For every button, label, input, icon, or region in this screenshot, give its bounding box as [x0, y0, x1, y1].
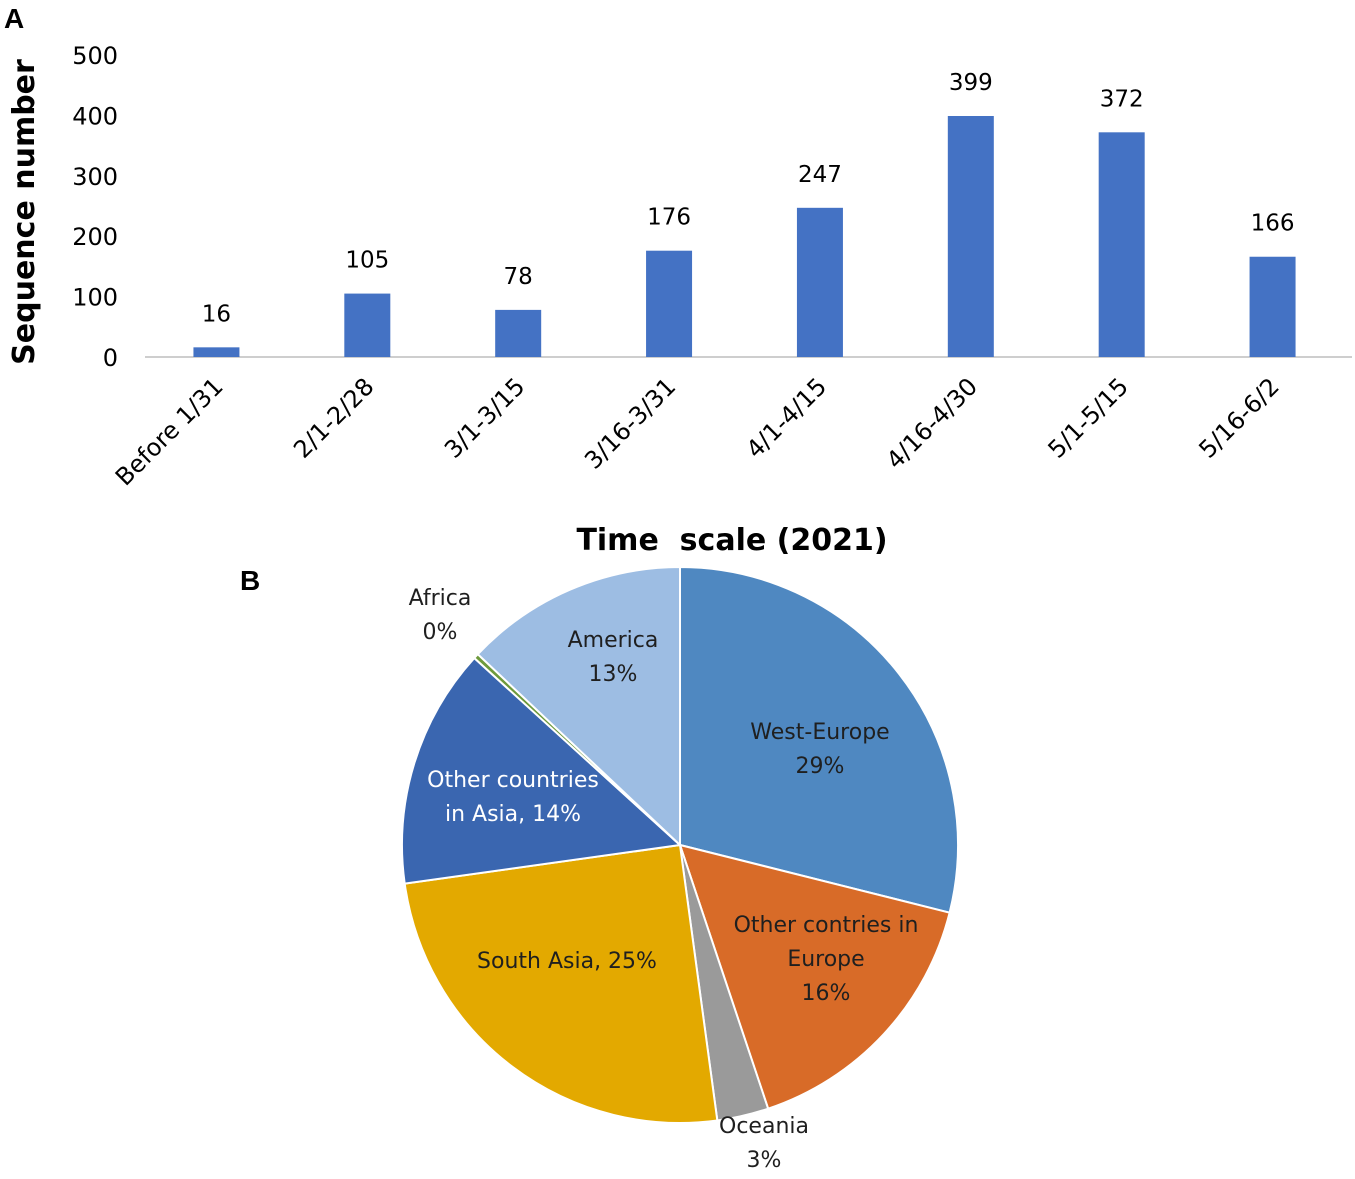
- pie-slice: [403, 843, 719, 1124]
- x-axis-ticks: Before 1/31 2/1-2/28 3/1-3/15 3/16-3/31 4/1-…: [110, 372, 1285, 491]
- bar-data-label: 16: [202, 301, 231, 327]
- x-tick-label: 4/16-4/30: [881, 372, 983, 474]
- pie-slice: [678, 843, 951, 1110]
- y-tick-label: 200: [72, 223, 118, 251]
- pie-label: South Asia, 25%: [477, 949, 657, 974]
- y-tick-label: 100: [72, 284, 118, 312]
- pie-label-line: 29%: [796, 754, 845, 779]
- x-tick-label: 2/1-2/28: [288, 372, 379, 463]
- pie-label-line: Africa: [409, 586, 472, 611]
- bar-data-label: 247: [798, 162, 842, 188]
- x-tick-label: 3/16-3/31: [579, 372, 681, 474]
- bar-data-label: 78: [504, 264, 533, 290]
- bar: [495, 309, 542, 357]
- bar-data-labels: 16 105 78 176 247 399 372 166: [202, 70, 1295, 327]
- bars: [193, 116, 1296, 357]
- pie-label: Africa 0%: [409, 586, 472, 645]
- y-tick-label: 0: [103, 344, 118, 372]
- pie-label: America 13%: [568, 628, 659, 687]
- pie-slices: [401, 565, 959, 1124]
- bar-data-label: 166: [1251, 211, 1295, 237]
- bar-data-label: 176: [647, 205, 691, 231]
- y-tick-label: 400: [72, 102, 118, 130]
- pie-label-line: 3%: [747, 1148, 782, 1173]
- pie-label-line: 16%: [802, 981, 851, 1006]
- bar: [796, 207, 843, 357]
- x-axis-title: Time scale (2021): [576, 523, 887, 558]
- pie-slice: [476, 565, 681, 848]
- x-tick-label: 3/1-3/15: [439, 372, 530, 463]
- bar-data-label: 399: [949, 70, 993, 96]
- panel-b-letter: B: [240, 565, 260, 596]
- y-tick-label: 300: [72, 163, 118, 191]
- pie-label-line: West-Europe: [750, 720, 889, 745]
- pie-label-line: in Asia, 14%: [445, 802, 581, 827]
- pie-label-line: Europe: [787, 947, 864, 972]
- y-axis-ticks: 0 100 200 300 400 500: [72, 42, 118, 372]
- pie-label-line: Other contries in: [734, 913, 919, 938]
- y-tick-label: 500: [72, 42, 118, 70]
- bar: [646, 250, 693, 357]
- pie-label-line: America: [568, 628, 659, 653]
- pie-label-line: Other countries: [427, 768, 599, 793]
- bar: [193, 347, 240, 357]
- pie-label: Other contries in Europe 16%: [734, 913, 919, 1006]
- bar: [344, 293, 391, 357]
- pie-label-line: South Asia, 25%: [477, 949, 657, 974]
- pie-label-line: Oceania: [719, 1114, 809, 1139]
- pie-label: Oceania 3%: [719, 1114, 809, 1173]
- pie-label-line: 13%: [589, 662, 638, 687]
- bar-data-label: 105: [345, 248, 389, 274]
- pie-slice: [401, 656, 683, 885]
- pie-slice: [679, 565, 959, 914]
- x-tick-label: 5/1-5/15: [1043, 372, 1134, 463]
- panel-a-letter: A: [4, 3, 24, 34]
- pie-label: West-Europe 29%: [750, 720, 889, 779]
- pie-chart: West-Europe 29% Other contries in Europe 16%…: [401, 565, 959, 1173]
- x-tick-label: 4/1-4/15: [741, 372, 832, 463]
- bar: [1249, 256, 1296, 357]
- x-tick-label: Before 1/31: [110, 372, 229, 491]
- y-axis-title: Sequence number: [7, 59, 42, 365]
- bar-data-label: 372: [1100, 86, 1144, 112]
- pie-labels: West-Europe 29% Other contries in Europe 16%…: [409, 586, 919, 1173]
- bar: [947, 116, 994, 357]
- bar: [1098, 132, 1145, 357]
- pie-label: Other countries in Asia, 14%: [427, 768, 599, 827]
- x-tick-label: 5/16-6/2: [1193, 372, 1284, 463]
- pie-label-line: 0%: [423, 620, 458, 645]
